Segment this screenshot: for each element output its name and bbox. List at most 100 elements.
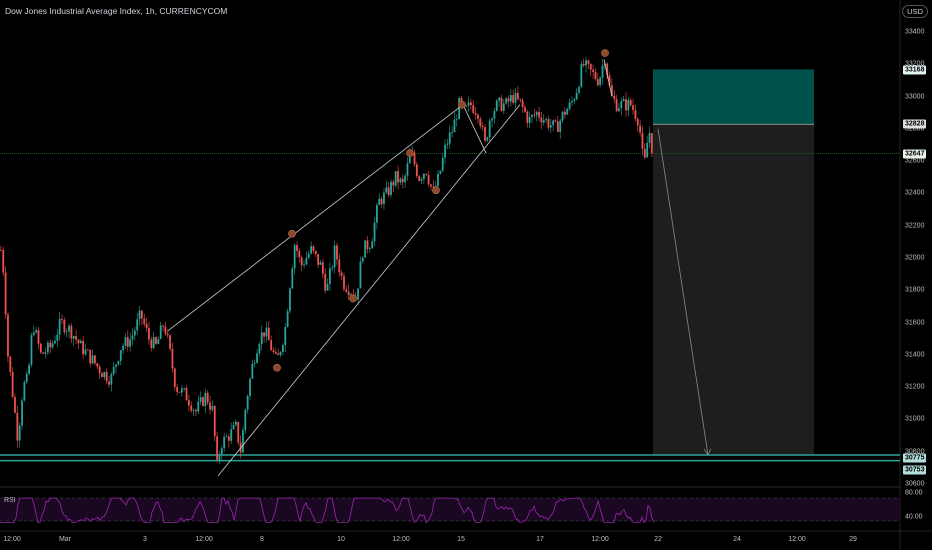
chart-title: Dow Jones Industrial Average Index, 1h, … <box>5 6 228 16</box>
stop-zone <box>653 124 814 456</box>
candle-body <box>305 257 308 265</box>
candle-body <box>319 262 322 265</box>
candle-body <box>634 110 637 119</box>
candle-body <box>432 186 435 188</box>
candle-body <box>333 245 336 268</box>
candle-body <box>86 349 89 351</box>
candle-body <box>361 257 364 262</box>
candle-body <box>458 98 461 119</box>
candle-body <box>629 99 632 106</box>
candle-body <box>61 318 63 320</box>
candle-body <box>101 373 103 378</box>
candle-body <box>256 353 258 363</box>
candle-body <box>336 245 338 260</box>
candle-body <box>49 342 52 348</box>
candle-body <box>540 117 543 123</box>
candle-body <box>368 248 371 250</box>
candle-body <box>272 350 275 352</box>
candle-body <box>296 245 298 251</box>
candle-body <box>21 400 23 426</box>
candle-body <box>307 253 310 258</box>
candle-body <box>270 340 273 351</box>
stop-price-label: 30775 <box>903 453 927 463</box>
candle-body <box>28 364 30 374</box>
candle-body <box>599 77 602 86</box>
time-tick: Mar <box>58 536 72 543</box>
candle-body <box>401 178 404 183</box>
wedge-break-line <box>462 104 487 154</box>
rsi-tick-80: 80.00 <box>905 489 923 497</box>
candle-body <box>364 240 367 258</box>
candle-body <box>131 335 134 340</box>
candle-body <box>209 402 211 410</box>
rsi-label: RSI <box>4 497 16 504</box>
candle-body <box>596 79 599 86</box>
candle-body <box>488 120 491 138</box>
candle-body <box>545 119 547 121</box>
candle-body <box>98 366 101 374</box>
candle-body <box>580 63 583 87</box>
currency-button[interactable]: USD <box>902 5 928 18</box>
candle-body <box>415 164 418 177</box>
candle-body <box>554 120 557 122</box>
candle-body <box>535 111 538 116</box>
candle-body <box>531 114 533 117</box>
candle-body <box>42 352 45 354</box>
candle-body <box>455 118 458 120</box>
rsi-band <box>0 498 900 521</box>
candle-body <box>495 100 498 111</box>
candle-body <box>54 340 56 344</box>
candle-body <box>514 92 517 103</box>
candle-body <box>622 99 625 102</box>
candle-body <box>549 125 552 128</box>
candle-body <box>650 133 653 153</box>
price-tick: 32400 <box>905 189 925 197</box>
candle-body <box>293 245 296 269</box>
candle-body <box>176 386 179 392</box>
time-tick: 15 <box>457 536 465 543</box>
time-tick: 12:00 <box>591 536 609 543</box>
candle-body <box>446 143 449 145</box>
candle-body <box>559 120 562 132</box>
candle-body <box>277 353 280 356</box>
candle-body <box>505 98 508 104</box>
candle-body <box>274 351 277 354</box>
candle-body <box>345 289 348 292</box>
candle-body <box>625 99 627 111</box>
candle-body <box>321 262 324 274</box>
candle-body <box>105 371 108 382</box>
candle-body <box>568 102 571 110</box>
price-tick: 31800 <box>905 286 925 294</box>
candle-body <box>404 175 406 183</box>
candle-body <box>169 335 171 349</box>
candle-body <box>627 99 630 111</box>
candle-body <box>420 179 423 181</box>
candle-body <box>423 173 425 180</box>
candle-body <box>129 339 132 347</box>
candle-body <box>542 120 545 123</box>
candle-body <box>4 272 7 315</box>
candle-body <box>258 344 261 354</box>
candle-body <box>124 337 127 346</box>
swing-point-marker <box>406 149 414 157</box>
candle-body <box>96 363 99 367</box>
candle-body <box>23 382 26 401</box>
candle-body <box>138 310 141 320</box>
candle-body <box>199 397 202 402</box>
candle-body <box>213 405 216 437</box>
candle-body <box>192 409 195 411</box>
candle-body <box>72 336 75 339</box>
candle-body <box>331 267 334 269</box>
target-price-label: 33168 <box>903 65 927 75</box>
candle-body <box>0 249 2 251</box>
candle-body <box>303 264 305 266</box>
swing-point-marker <box>458 100 466 109</box>
candle-body <box>556 121 559 132</box>
candle-body <box>133 330 136 336</box>
candle-body <box>451 132 453 134</box>
candle-body <box>148 328 150 340</box>
price-tick: 31600 <box>905 319 925 327</box>
candle-body <box>448 132 451 144</box>
candle-body <box>406 163 409 176</box>
